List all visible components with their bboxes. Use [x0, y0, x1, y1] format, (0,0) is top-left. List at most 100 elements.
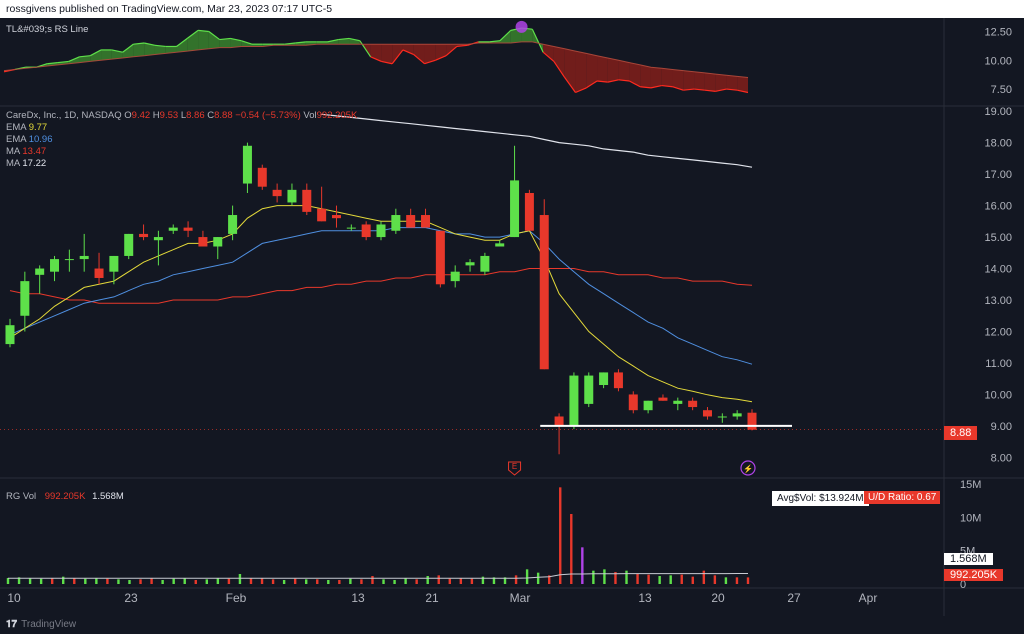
rs-line-segment [629, 80, 641, 88]
earnings-marker-label: E [512, 462, 517, 471]
rs-line-segment [661, 84, 673, 88]
rs-line-segment [737, 89, 749, 94]
publish-header: rossgivens published on TradingView.com,… [0, 0, 1024, 18]
candle-body [524, 192, 534, 231]
candle-body [272, 189, 282, 197]
candle-body [153, 237, 163, 241]
x-tick-label: Mar [510, 591, 531, 605]
rs-fill-segment [618, 60, 630, 81]
volume-bar [161, 580, 164, 584]
volume-bar [614, 572, 617, 584]
rs-line-segment [230, 37, 242, 42]
candle-body [435, 230, 445, 285]
volume-bar [271, 579, 275, 584]
footer: 𝟏𝟕 TradingView [0, 616, 1024, 634]
rs-line-segment [176, 37, 188, 47]
volume-bar [62, 576, 65, 584]
volume-title: RG Vol [6, 491, 37, 502]
volume-bar [603, 569, 606, 584]
volume-bar [172, 578, 175, 584]
volume-value-1: 992.205K [44, 491, 86, 502]
volume-bar [393, 580, 396, 584]
rs-fill-segment [90, 49, 102, 62]
candle-body [124, 233, 134, 256]
volume-tick-label: 15M [960, 479, 981, 491]
rs-line-segment [79, 55, 91, 58]
rs-fill-segment [165, 46, 177, 54]
rs-fill-segment [575, 51, 587, 93]
candle-body [613, 372, 623, 389]
dividend-icon [740, 460, 756, 476]
candle-body [643, 400, 653, 411]
rs-line-segment [445, 46, 458, 57]
rs-fill-segment [208, 31, 220, 49]
volume-bar [492, 577, 496, 584]
rs-line-segment [359, 40, 372, 58]
rs-line-segment [683, 88, 695, 91]
rs-fill-segment [607, 57, 619, 83]
rs-fill-segment [650, 67, 662, 88]
candle-body [747, 412, 757, 430]
rs-line-segment [531, 28, 544, 53]
rs-fill-segment [219, 38, 231, 48]
volume-bar [316, 579, 319, 584]
volume-bar [73, 578, 76, 584]
candle-body [213, 237, 223, 247]
candle-body [50, 259, 60, 272]
candle-body [421, 215, 431, 228]
publish-text: rossgivens published on TradingView.com,… [6, 3, 333, 15]
volume-bar [647, 574, 650, 584]
volume-bar [95, 578, 98, 584]
volume-bar [636, 574, 639, 584]
brand-name: TradingView [21, 619, 77, 630]
candle-body [228, 215, 238, 234]
avg-dollar-volume-label: Avg$Vol: $13.924M [772, 491, 869, 506]
volume-bar [194, 580, 197, 584]
dividend-marker-label: ⚡ [743, 464, 753, 474]
rs-line-segment [219, 37, 231, 41]
volume-bar [17, 577, 21, 584]
volume-bar [216, 578, 220, 584]
volume-bar [680, 574, 683, 584]
rs-tick-label: 12.50 [984, 27, 1012, 39]
x-tick-label: 23 [124, 591, 138, 605]
rs-line-segment [338, 37, 350, 41]
ema-slow-line [9, 227, 753, 365]
candle-body [732, 413, 742, 417]
price-legend: CareDx, Inc., 1D, NASDAQ O9.42 H9.53 L8.… [6, 110, 357, 121]
change-value: −0.54 (−5.73%) [235, 110, 301, 121]
rs-line-segment [672, 86, 684, 91]
rs-line-segment [715, 88, 727, 92]
candle-body [376, 224, 386, 238]
rs-line-segment [327, 38, 339, 43]
rs-line-segment [154, 44, 166, 48]
x-tick-label: 13 [351, 591, 365, 605]
candle-body [599, 372, 609, 386]
candle-body [257, 167, 267, 187]
volume-bar [117, 579, 120, 584]
volume-bar [437, 575, 440, 584]
high-value: 9.53 [159, 110, 179, 121]
indicator-0-name: EMA [6, 122, 27, 133]
rs-fill-segment [543, 44, 554, 62]
rs-line-segment [640, 86, 652, 89]
candle-body [450, 271, 460, 282]
indicator-3-value: 17.22 [22, 158, 47, 169]
open-value: 9.42 [131, 110, 151, 121]
volume-bar [28, 578, 32, 584]
rs-fill-segment [661, 68, 673, 87]
low-label: L [180, 110, 187, 121]
ma50-line [9, 268, 753, 304]
candle-body [5, 325, 15, 345]
rs-line-segment [618, 79, 630, 82]
candle-body [183, 227, 193, 231]
candle-body [20, 281, 30, 316]
vol-label: Vol [303, 110, 317, 121]
chart-svg[interactable]: 19.00 18.00 17.00 16.00 15.00 14.00 13.00 12.00… [0, 18, 1024, 634]
candle-body [361, 224, 371, 238]
volume-bar [724, 577, 728, 584]
candle-body [317, 208, 327, 222]
rs-fill-segment [726, 75, 738, 91]
volume-bar [183, 578, 186, 584]
